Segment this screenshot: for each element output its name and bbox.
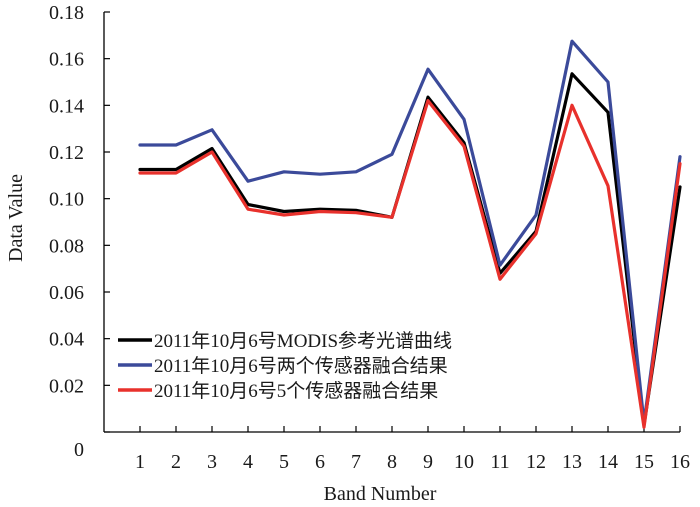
y-tick-label: 0 — [74, 439, 84, 461]
y-tick-label: 0.10 — [49, 189, 84, 211]
axes: 00.020.040.060.080.100.120.140.160.181 2 3… — [49, 2, 690, 473]
x-tick-label: 12 — [526, 451, 546, 473]
legend-label-1: 2011年10月6号MODIS参考光谱曲线 — [154, 330, 452, 352]
y-axis-title: Data Value — [5, 174, 27, 262]
x-tick-label: 16 — [670, 451, 690, 473]
x-tick-label: 14 — [598, 451, 618, 473]
y-tick-label: 0.08 — [49, 235, 84, 257]
y-tick-label: 0.12 — [49, 142, 84, 164]
x-tick-label: 9 — [423, 451, 433, 473]
y-tick-label: 0.14 — [49, 95, 84, 117]
y-tick-label: 0.02 — [49, 375, 84, 397]
x-tick-label: 7 — [351, 451, 361, 473]
x-tick-label: 1 — [135, 451, 145, 473]
x-axis-title: Band Number — [324, 483, 437, 505]
legend: 2011年10月6号MODIS参考光谱曲线 2011年10月6号两个传感器融合结果… — [118, 330, 452, 402]
x-tick-label: 5 — [279, 451, 289, 473]
x-tick-label: 2 — [171, 451, 181, 473]
x-tick-label: 10 — [454, 451, 474, 473]
legend-label-3: 2011年10月6号5个传感器融合结果 — [154, 380, 438, 402]
x-tick-label: 6 — [315, 451, 325, 473]
x-tick-label: 3 — [207, 451, 217, 473]
y-tick-label: 0.16 — [49, 49, 84, 71]
x-tick-label: 13 — [562, 451, 582, 473]
y-tick-label: 0.06 — [49, 282, 84, 304]
y-tick-label: 0.18 — [49, 2, 84, 24]
x-tick-label: 11 — [490, 451, 509, 473]
series-line-2 — [138, 39, 682, 425]
x-tick-label: 8 — [387, 451, 397, 473]
legend-label-2: 2011年10月6号两个传感器融合结果 — [154, 355, 448, 377]
series-lines — [138, 39, 682, 429]
x-tick-label: 15 — [634, 451, 654, 473]
y-tick-label: 0.04 — [49, 329, 84, 351]
x-tick-label: 4 — [243, 451, 253, 473]
series-line-3 — [138, 99, 682, 429]
